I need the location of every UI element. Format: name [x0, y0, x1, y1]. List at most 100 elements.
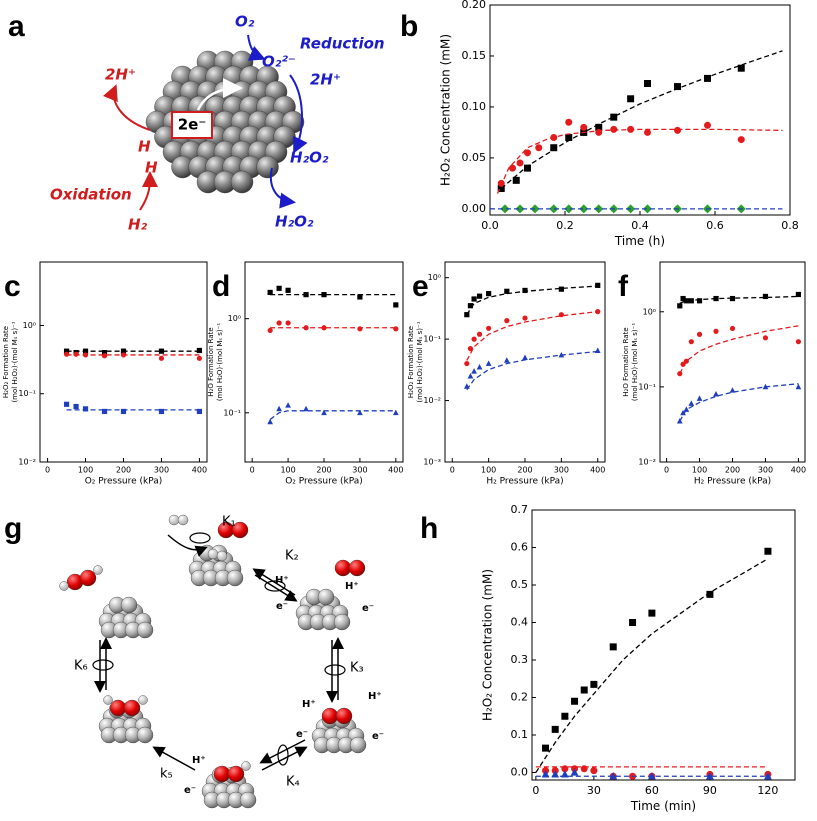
- y-tick-label: 0.20: [462, 0, 487, 11]
- arrow: [261, 746, 308, 771]
- label: O₂²⁻: [262, 53, 296, 71]
- marker: [101, 353, 108, 359]
- x-tick-label: 0: [450, 466, 455, 475]
- plot-frame: [659, 261, 806, 463]
- arrow: [103, 84, 151, 131]
- x-axis-title: H₂ Pressure (kPa): [694, 477, 771, 487]
- arrow: [247, 34, 266, 61]
- x-tick-label: 400: [192, 466, 207, 475]
- atom: [136, 621, 154, 639]
- x-tick-label: 400: [590, 466, 605, 475]
- arrow: [289, 74, 308, 154]
- marker: [471, 296, 477, 302]
- species-label: e⁻: [184, 785, 196, 796]
- label: O₂: [235, 13, 255, 31]
- marker: [704, 121, 711, 129]
- marker: [570, 768, 579, 776]
- marker: [516, 159, 524, 167]
- marker: [524, 164, 531, 172]
- atom: [333, 613, 351, 631]
- x-tick-label: 0.0: [481, 219, 499, 232]
- marker: [648, 609, 656, 617]
- atom: [239, 791, 257, 809]
- marker: [101, 408, 108, 415]
- marker: [729, 325, 736, 332]
- fit-line: [679, 325, 799, 374]
- marker: [595, 282, 601, 288]
- marker: [795, 291, 802, 298]
- atom: [335, 707, 353, 725]
- marker: [704, 74, 711, 82]
- marker: [542, 744, 550, 752]
- atom: [241, 761, 251, 771]
- marker: [196, 355, 203, 361]
- species-label: H⁺: [368, 691, 382, 702]
- y-axis-title: H₂O Formation Rate: [622, 327, 630, 396]
- y-tick-label: 0.2: [511, 691, 529, 704]
- y-tick-label: 10⁻²: [638, 458, 656, 467]
- panel-label: c: [4, 270, 21, 303]
- y-tick-label: 0.6: [511, 541, 529, 554]
- arrow: [259, 739, 306, 764]
- atom: [317, 588, 335, 606]
- x-tick-label: 300: [154, 466, 169, 475]
- marker: [674, 83, 681, 91]
- marker: [515, 204, 525, 214]
- marker: [158, 348, 165, 354]
- panel-label: g: [4, 512, 22, 545]
- marker: [120, 408, 127, 415]
- atom: [216, 550, 228, 562]
- y-tick-label: 0.15: [462, 49, 487, 62]
- x-tick-label: 300: [758, 466, 773, 475]
- rotation-marks: [92, 532, 346, 766]
- marker: [558, 286, 564, 292]
- marker: [503, 357, 510, 363]
- atom: [334, 559, 352, 577]
- marker: [393, 326, 399, 332]
- y-tick-label: 0.10: [462, 100, 487, 113]
- marker: [627, 95, 635, 103]
- marker: [713, 328, 719, 334]
- marker: [285, 287, 291, 293]
- marker: [476, 364, 483, 370]
- y-axis-title: (mol H₂O₂)·(mol Mₛ s)⁻¹: [416, 321, 424, 402]
- marker: [509, 164, 516, 172]
- marker: [158, 355, 165, 361]
- y-tick-label: 0.3: [511, 653, 529, 666]
- marker: [795, 339, 802, 345]
- marker: [476, 293, 483, 299]
- marker: [579, 204, 589, 214]
- marker: [393, 302, 399, 308]
- fit-line: [466, 350, 598, 391]
- marker: [590, 767, 598, 775]
- arrow: [270, 167, 296, 209]
- atom: [231, 521, 249, 539]
- marker: [571, 697, 579, 705]
- marker: [609, 772, 618, 780]
- marker: [729, 387, 736, 393]
- atom: [226, 569, 244, 587]
- marker: [737, 64, 745, 72]
- label: H: [138, 138, 151, 156]
- marker: [504, 288, 510, 294]
- atom: [109, 699, 127, 717]
- x-tick-label: 120: [757, 784, 778, 797]
- rate-label: k₅: [160, 767, 173, 782]
- marker: [82, 406, 89, 412]
- y-tick-label: 10⁻¹: [223, 408, 241, 417]
- marker: [565, 118, 573, 126]
- fit-line: [466, 285, 598, 316]
- y-tick-label: 10⁻¹: [18, 389, 36, 398]
- x-tick-label: 0.4: [631, 219, 649, 232]
- clusters: [59, 50, 367, 809]
- x-tick-label: 0.8: [781, 219, 799, 232]
- atom: [59, 581, 69, 591]
- y-tick-label: 10⁻²: [423, 396, 441, 405]
- x-tick-label: 100: [481, 466, 496, 475]
- marker: [680, 295, 686, 302]
- panel-label: d: [212, 270, 230, 303]
- rate-label: K₆: [74, 659, 88, 674]
- plot-frame: [39, 261, 208, 463]
- marker: [549, 204, 559, 214]
- x-axis-title: Time (h): [614, 234, 665, 248]
